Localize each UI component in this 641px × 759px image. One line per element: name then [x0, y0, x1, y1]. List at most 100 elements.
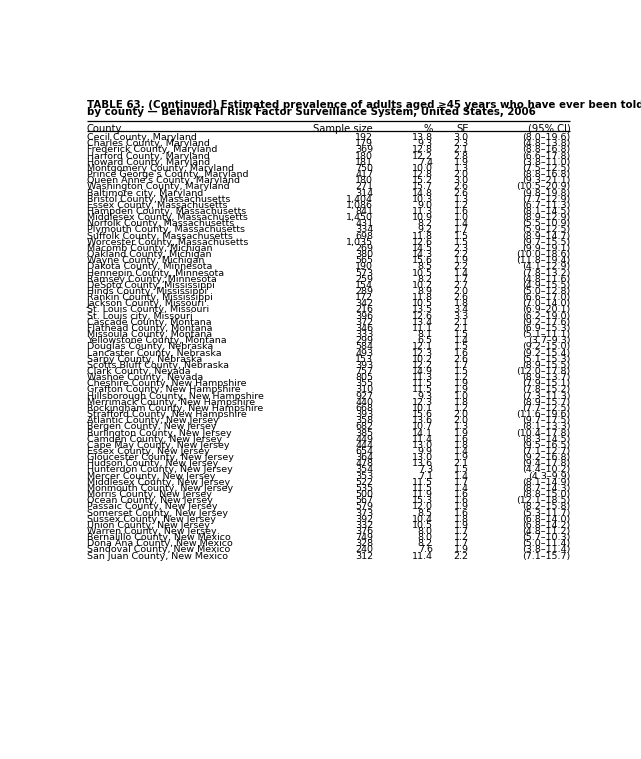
Text: 13.8: 13.8 — [412, 133, 433, 142]
Text: 8.0: 8.0 — [418, 527, 433, 536]
Text: 2.0: 2.0 — [454, 416, 469, 425]
Text: Bernalillo County, New Mexico: Bernalillo County, New Mexico — [87, 533, 230, 542]
Text: (7.9–15.1): (7.9–15.1) — [522, 380, 570, 389]
Text: (12.0–17.8): (12.0–17.8) — [516, 367, 570, 376]
Text: 8.9: 8.9 — [418, 287, 433, 296]
Text: (8.0–19.6): (8.0–19.6) — [522, 133, 570, 142]
Text: 522: 522 — [355, 477, 373, 487]
Text: 7.6: 7.6 — [418, 546, 433, 555]
Text: 1.6: 1.6 — [454, 207, 469, 216]
Text: Douglas County, Nebraska: Douglas County, Nebraska — [87, 342, 213, 351]
Text: (9.7–15.5): (9.7–15.5) — [522, 238, 570, 247]
Text: 2.6: 2.6 — [454, 182, 469, 191]
Text: 1.4: 1.4 — [454, 484, 469, 493]
Text: 1.4: 1.4 — [454, 447, 469, 456]
Text: (5.0–11.4): (5.0–11.4) — [522, 540, 570, 548]
Text: (4.1–12.9): (4.1–12.9) — [522, 263, 570, 272]
Text: 328: 328 — [355, 540, 373, 548]
Text: (8.9–15.5): (8.9–15.5) — [522, 361, 570, 370]
Text: (9.2–16.8): (9.2–16.8) — [522, 453, 570, 462]
Text: 216: 216 — [355, 305, 373, 314]
Text: 10.0: 10.0 — [412, 164, 433, 173]
Text: San Juan County, New Mexico: San Juan County, New Mexico — [87, 552, 228, 561]
Text: Frederick County, Maryland: Frederick County, Maryland — [87, 146, 217, 155]
Text: Flathead County, Montana: Flathead County, Montana — [87, 324, 212, 333]
Text: Essex County, Massachusetts: Essex County, Massachusetts — [87, 201, 227, 209]
Text: 2.2: 2.2 — [454, 250, 469, 259]
Text: 10.9: 10.9 — [412, 213, 433, 222]
Text: 333: 333 — [355, 330, 373, 339]
Text: Merrimack County, New Hampshire: Merrimack County, New Hampshire — [87, 398, 254, 407]
Text: (5.7–10.3): (5.7–10.3) — [522, 533, 570, 542]
Text: Clark County, Nevada: Clark County, Nevada — [87, 367, 190, 376]
Text: 2.1: 2.1 — [454, 324, 469, 333]
Text: 10.5: 10.5 — [412, 269, 433, 278]
Text: 11.5: 11.5 — [412, 386, 433, 395]
Text: 449: 449 — [355, 435, 373, 444]
Text: Washoe County, Nevada: Washoe County, Nevada — [87, 373, 203, 383]
Text: 1.0: 1.0 — [454, 392, 469, 401]
Text: 6.5: 6.5 — [418, 336, 433, 345]
Text: (8.9–12.9): (8.9–12.9) — [522, 213, 570, 222]
Text: Macomb County, Michigan: Macomb County, Michigan — [87, 244, 212, 253]
Text: 15.6: 15.6 — [412, 257, 433, 265]
Text: 1.9: 1.9 — [454, 257, 469, 265]
Text: 2.6: 2.6 — [454, 293, 469, 302]
Text: (4.4–10.2): (4.4–10.2) — [522, 465, 570, 474]
Text: (10.4–17.8): (10.4–17.8) — [516, 429, 570, 437]
Text: 2.6: 2.6 — [454, 188, 469, 197]
Text: (9.7–17.5): (9.7–17.5) — [522, 416, 570, 425]
Text: Hennepin County, Minnesota: Hennepin County, Minnesota — [87, 269, 224, 278]
Text: 567: 567 — [355, 496, 373, 505]
Text: Rockingham County, New Hampshire: Rockingham County, New Hampshire — [87, 404, 263, 413]
Text: Dakota County, Minnesota: Dakota County, Minnesota — [87, 263, 212, 272]
Text: Passaic County, New Jersey: Passaic County, New Jersey — [87, 502, 217, 512]
Text: 12.6: 12.6 — [412, 312, 433, 320]
Text: 1.9: 1.9 — [454, 429, 469, 437]
Text: 2.7: 2.7 — [454, 281, 469, 290]
Text: 15.3: 15.3 — [412, 496, 433, 505]
Text: Burlington County, New Jersey: Burlington County, New Jersey — [87, 429, 231, 437]
Text: Yellowstone County, Montana: Yellowstone County, Montana — [87, 336, 226, 345]
Text: 346: 346 — [355, 324, 373, 333]
Text: 2.6: 2.6 — [454, 354, 469, 364]
Text: 1,450: 1,450 — [346, 213, 373, 222]
Text: Dona Ana County, New Mexico: Dona Ana County, New Mexico — [87, 540, 232, 548]
Text: 11.4: 11.4 — [412, 552, 433, 561]
Text: 11.5: 11.5 — [412, 380, 433, 389]
Text: 180: 180 — [355, 176, 373, 185]
Text: Ramsey County, Minnesota: Ramsey County, Minnesota — [87, 275, 216, 284]
Text: Middlesex County, Massachusetts: Middlesex County, Massachusetts — [87, 213, 247, 222]
Text: 493: 493 — [355, 348, 373, 357]
Text: 11.4: 11.4 — [412, 435, 433, 444]
Text: 355: 355 — [355, 380, 373, 389]
Text: 584: 584 — [355, 342, 373, 351]
Text: 841: 841 — [355, 207, 373, 216]
Text: 192: 192 — [355, 133, 373, 142]
Text: 757: 757 — [355, 367, 373, 376]
Text: 11.3: 11.3 — [412, 207, 433, 216]
Text: 10.4: 10.4 — [412, 515, 433, 524]
Text: Suffolk County, Massachusetts: Suffolk County, Massachusetts — [87, 231, 233, 241]
Text: (6.9–15.3): (6.9–15.3) — [522, 324, 570, 333]
Text: (8.1–13.3): (8.1–13.3) — [522, 423, 570, 431]
Text: 1.9: 1.9 — [454, 380, 469, 389]
Text: Oakland County, Michigan: Oakland County, Michigan — [87, 250, 211, 259]
Text: 11.8: 11.8 — [412, 231, 433, 241]
Text: 8.5: 8.5 — [418, 509, 433, 518]
Text: 500: 500 — [355, 490, 373, 499]
Text: 682: 682 — [355, 423, 373, 431]
Text: 354: 354 — [355, 465, 373, 474]
Text: (9.2–17.6): (9.2–17.6) — [522, 318, 570, 327]
Text: 9.3: 9.3 — [418, 140, 433, 148]
Text: 444: 444 — [355, 441, 373, 450]
Text: (6.9–20.1): (6.9–20.1) — [522, 305, 570, 314]
Text: (6.8–14.0): (6.8–14.0) — [522, 515, 570, 524]
Text: 13.5: 13.5 — [412, 305, 433, 314]
Text: 1.9: 1.9 — [454, 546, 469, 555]
Text: Gloucester County, New Jersey: Gloucester County, New Jersey — [87, 453, 233, 462]
Text: (8.8–16.8): (8.8–16.8) — [522, 146, 570, 155]
Text: (7.5–12.5): (7.5–12.5) — [522, 164, 570, 173]
Text: Charles County, Maryland: Charles County, Maryland — [87, 140, 210, 148]
Text: 10.5: 10.5 — [412, 521, 433, 530]
